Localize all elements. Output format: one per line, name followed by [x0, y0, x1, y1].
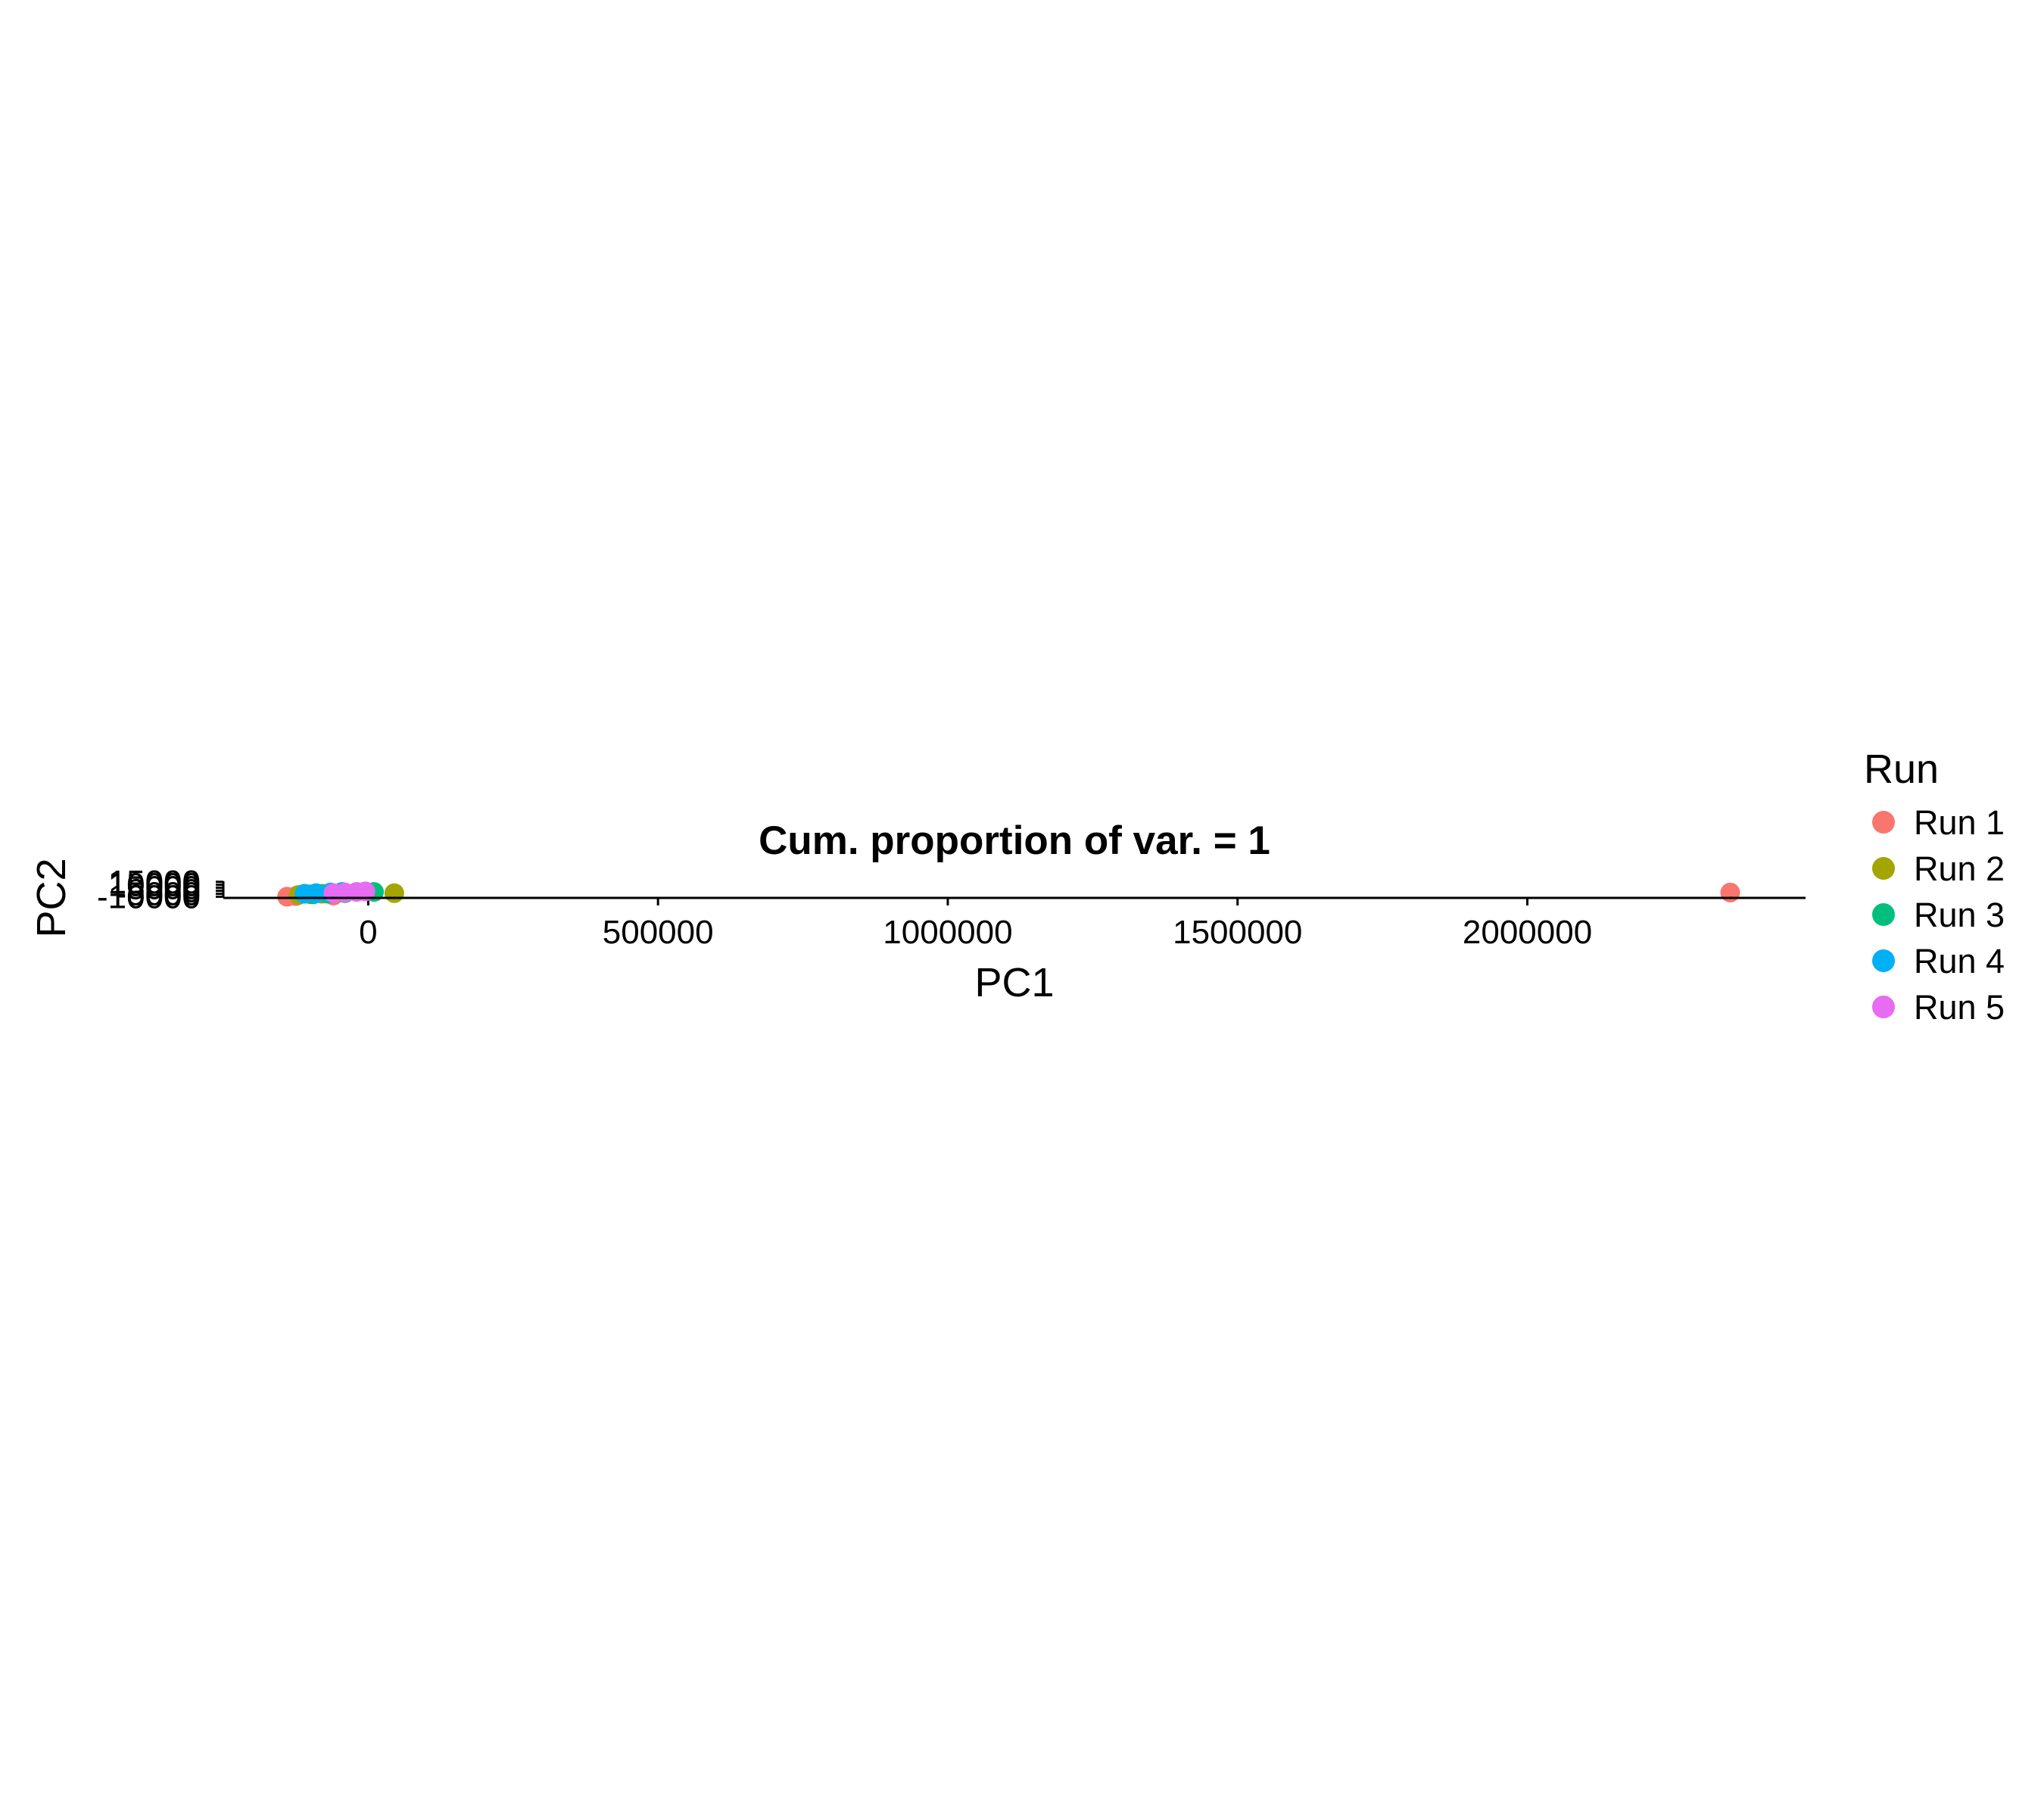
chart-title: Cum. proportion of var. = 1 [759, 818, 1270, 863]
legend-label: Run 3 [1914, 896, 2005, 934]
data-point [384, 883, 404, 903]
y-tick-label: -5000 [115, 876, 201, 913]
x-tick-label: 1000000 [883, 914, 1012, 951]
data-point [1720, 882, 1740, 902]
y-tick-label: 0 [182, 873, 201, 910]
legend: Run Run 1 Run 2 Run 3 Run 4 Run 5 [1864, 746, 2005, 1027]
legend-key [1872, 903, 1895, 926]
legend-label: Run 4 [1914, 942, 2005, 980]
legend-label: Run 2 [1914, 849, 2005, 888]
data-points [277, 881, 1740, 907]
y-tick-label: 15000 [108, 864, 201, 901]
x-axis-title: PC1 [974, 960, 1054, 1005]
y-axis-title: PC2 [29, 858, 74, 937]
legend-label: Run 5 [1914, 988, 2005, 1027]
x-tick-label: 500000 [603, 914, 714, 951]
x-tick-label: 2000000 [1463, 914, 1592, 951]
y-tick-label: -10000 [97, 878, 201, 915]
legend-key [1872, 996, 1895, 1018]
y-tick-label: 5000 [126, 870, 201, 907]
legend-title: Run [1864, 746, 1939, 792]
legend-key [1872, 857, 1895, 880]
data-point [355, 881, 375, 902]
x-tick-label: 0 [359, 914, 377, 951]
x-axis-ticks: 0 500000 1000000 1500000 2000000 [359, 898, 1592, 951]
y-tick-label: 10000 [108, 867, 201, 904]
x-tick-label: 1500000 [1173, 914, 1302, 951]
legend-items: Run 1 Run 2 Run 3 Run 4 Run 5 [1872, 803, 2005, 1027]
legend-label: Run 1 [1914, 803, 2005, 842]
legend-key [1872, 811, 1895, 834]
legend-key [1872, 949, 1895, 972]
